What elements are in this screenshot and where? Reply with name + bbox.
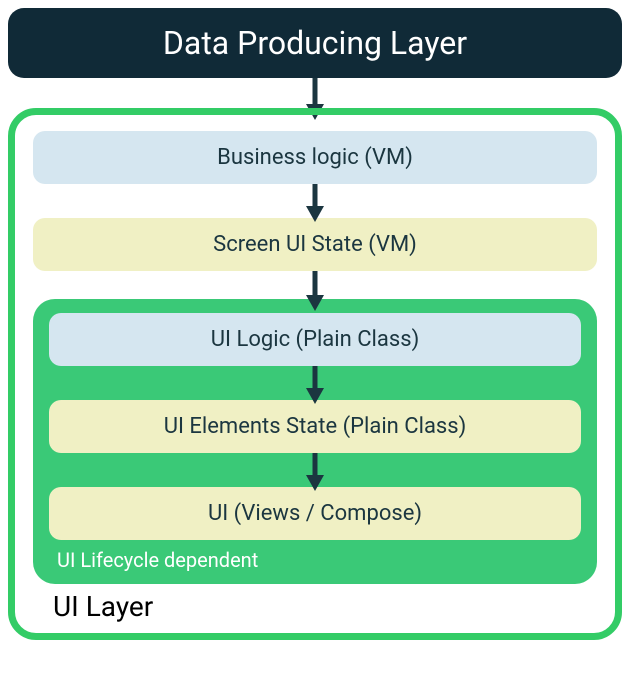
data-producing-layer-label: Data Producing Layer (163, 24, 467, 62)
arrow-3 (33, 271, 597, 305)
ui-logic-box: UI Logic (Plain Class) (49, 313, 581, 366)
arrow-2 (33, 184, 597, 218)
business-logic-label: Business logic (VM) (217, 145, 413, 170)
ui-views-box: UI (Views / Compose) (49, 487, 581, 540)
data-producing-layer-box: Data Producing Layer (8, 8, 622, 78)
ui-layer-label: UI Layer (33, 584, 597, 625)
ui-logic-label: UI Logic (Plain Class) (211, 327, 419, 352)
ui-elements-state-label: UI Elements State (Plain Class) (164, 414, 467, 439)
ui-elements-state-box: UI Elements State (Plain Class) (49, 400, 581, 453)
ui-views-label: UI (Views / Compose) (208, 501, 422, 526)
business-logic-box: Business logic (VM) (33, 131, 597, 184)
ui-lifecycle-container: UI Logic (Plain Class) UI Elements State… (33, 299, 597, 584)
lifecycle-dependent-label: UI Lifecycle dependent (49, 540, 581, 574)
ui-layer-container: Business logic (VM) Screen UI State (VM)… (8, 108, 622, 640)
arrow-4 (49, 366, 581, 400)
arrow-5 (49, 453, 581, 487)
screen-ui-state-label: Screen UI State (VM) (213, 232, 417, 257)
screen-ui-state-box: Screen UI State (VM) (33, 218, 597, 271)
architecture-diagram: Data Producing Layer Business logic (VM)… (8, 8, 622, 640)
